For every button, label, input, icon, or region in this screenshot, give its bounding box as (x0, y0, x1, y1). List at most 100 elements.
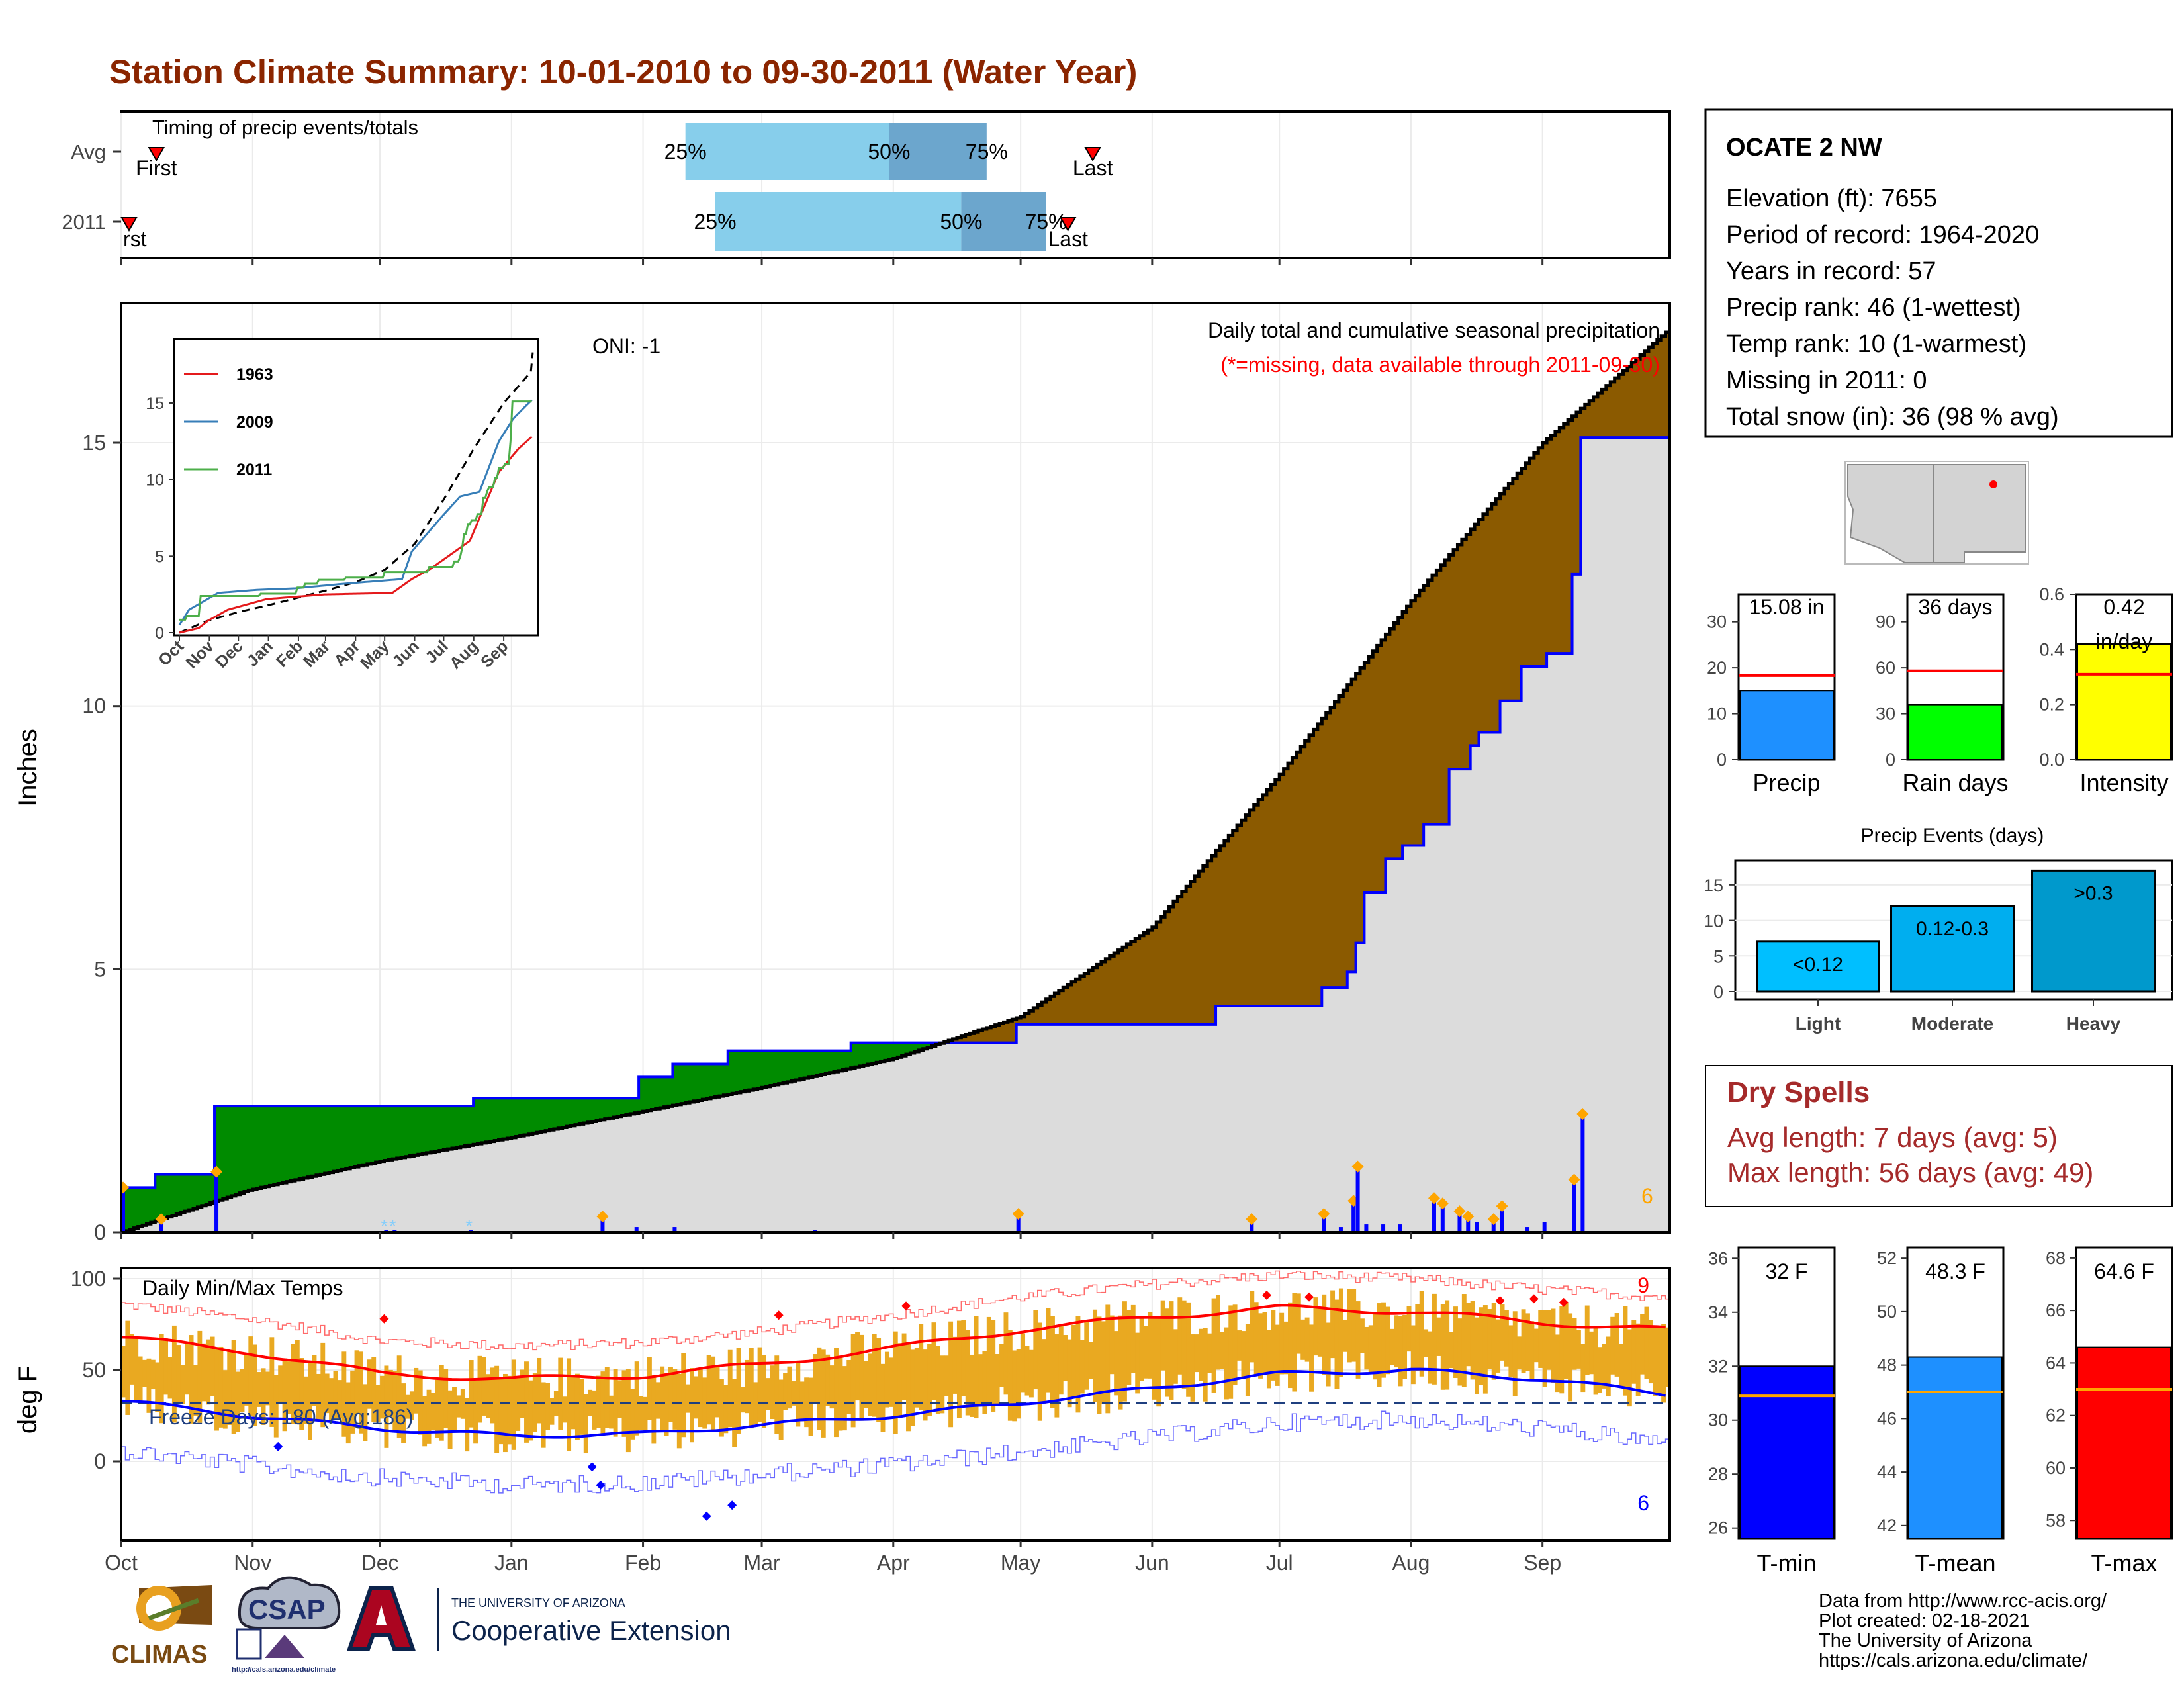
daily-temp-bar (1559, 1306, 1565, 1394)
daily-temp-bar (889, 1357, 894, 1407)
daily-temp-bar (502, 1373, 508, 1453)
month-label: Jan (494, 1551, 529, 1575)
daily-temp-bar (1139, 1318, 1144, 1381)
daily-temp-bar (1373, 1312, 1378, 1380)
daily-temp-bar (163, 1338, 169, 1395)
daily-temp-bar (1351, 1289, 1357, 1362)
daily-temp-bar (1584, 1305, 1590, 1375)
daily-temp-bar (600, 1371, 606, 1436)
daily-temp-bar (333, 1371, 338, 1418)
daily-temp-bar (753, 1382, 758, 1424)
record-low-marker (596, 1480, 606, 1490)
record-high-marker (1529, 1294, 1539, 1304)
summary-bars: 0 10 20 30 15.08 in Precip 0 30 60 90 36 days Rain … (1707, 584, 2173, 796)
daily-temp-bar (625, 1369, 631, 1453)
daily-temp-bar (868, 1353, 873, 1416)
tmax-bar-ytick-label: 62 (2046, 1406, 2066, 1426)
tmin-bar-label: T-min (1757, 1549, 1817, 1577)
daily-precip-bar (1500, 1206, 1504, 1232)
daily-temp-bar (312, 1355, 317, 1406)
inset-ytick-label: 15 (146, 394, 164, 413)
events-bar-label: >0.3 (2073, 882, 2113, 904)
daily-precip-bar (1351, 1201, 1356, 1232)
daily-temp-bar (1470, 1301, 1475, 1380)
tmean-bar-ytick-label: 42 (1877, 1516, 1897, 1535)
daily-temp-bar (345, 1382, 351, 1444)
daily-temp-bar (201, 1343, 206, 1402)
average-cumulative-line (121, 330, 1670, 1232)
intensity-bar-ytick-label: 0.0 (2039, 750, 2064, 770)
daily-temp-bar (965, 1330, 970, 1416)
avg-min-temp-line (121, 1367, 1666, 1439)
daily-precip-bar (1457, 1211, 1462, 1232)
events-bar (2031, 869, 2156, 993)
daily-temp-bar (821, 1349, 826, 1438)
precip-bar-label: Precip (1752, 769, 1820, 796)
info-snow: Total snow (in): 36 (98 % avg) (1726, 403, 2059, 431)
daily-temp-bar (171, 1325, 177, 1423)
daily-temp-bar (562, 1396, 567, 1423)
daily-temp-bar (1028, 1349, 1034, 1398)
record-high-marker (1495, 1296, 1505, 1306)
daily-precip-bar (121, 1187, 125, 1232)
daily-temp-bar (604, 1367, 610, 1428)
inset-ytick-label: 10 (146, 471, 164, 490)
daily-temp-bar (1253, 1302, 1259, 1376)
svg-text:CSAP: CSAP (248, 1594, 326, 1625)
avg-50-75-bar (889, 123, 987, 180)
daily-temp-bar (931, 1322, 936, 1400)
daily-temp-bar (231, 1340, 236, 1434)
record-high-marker (901, 1301, 911, 1311)
daily-temp-bar (643, 1396, 648, 1432)
inset-lines: 1963 2009 2011 (178, 352, 534, 634)
daily-temp-bar (545, 1383, 551, 1430)
daily-temp-bar (185, 1344, 190, 1395)
svg-text:Cooperative Extension: Cooperative Extension (451, 1615, 731, 1646)
daily-temp-bar (422, 1396, 428, 1447)
daily-temp-bar (923, 1349, 928, 1421)
daily-temp-bar (846, 1359, 852, 1414)
info-years: Years in record: 57 (1726, 257, 1936, 285)
daily-temp-bar (808, 1377, 813, 1436)
daily-temp-bar (1007, 1330, 1013, 1421)
daily-temp-bar (1627, 1329, 1632, 1407)
daily-temp-bar (1657, 1326, 1662, 1395)
daily-temp-bar (299, 1358, 304, 1430)
daily-temp-bar (1381, 1302, 1386, 1378)
daily-temp-bar (405, 1394, 410, 1419)
daily-temp-bar (180, 1365, 185, 1404)
daily-temp-bar (655, 1382, 660, 1419)
daily-temp-bar (1101, 1321, 1106, 1404)
daily-temp-bar (1538, 1310, 1543, 1368)
daily-temp-bar (927, 1344, 932, 1416)
daily-temp-bar (1317, 1306, 1322, 1357)
heavy-precip-marker (1012, 1208, 1024, 1220)
heavy-precip-marker (1428, 1192, 1440, 1205)
daily-temp-bar (1283, 1321, 1289, 1375)
daily-temp-bar (1050, 1316, 1055, 1408)
events-ytick-label: 5 (1713, 946, 1723, 966)
daily-temp-bar (1508, 1325, 1514, 1378)
precip-bar-ytick-label: 30 (1707, 612, 1727, 632)
precip-ytick-label: 10 (82, 694, 106, 718)
daily-temp-bar (1271, 1310, 1276, 1381)
tmin-bar-ytick-label: 28 (1708, 1464, 1728, 1484)
university-of-arizona-logo: THE UNIVERSITY OF ARIZONA Cooperative Ex… (346, 1586, 731, 1651)
daily-temp-bar (736, 1348, 741, 1434)
daily-temp-bar (1071, 1324, 1076, 1399)
heavy-precip-marker (1496, 1200, 1508, 1212)
rain-days-bar-ytick-label: 60 (1876, 658, 1895, 678)
daily-temp-bar (672, 1369, 678, 1430)
below-average-fill (121, 332, 1670, 1232)
daily-temp-bar (1453, 1306, 1458, 1378)
daily-temp-bar (935, 1346, 940, 1414)
inset-2011-line (179, 400, 532, 621)
snow-marker: * (381, 1216, 388, 1236)
daily-temp-bar (850, 1334, 856, 1428)
daily-temp-bar (375, 1385, 381, 1422)
daily-temp-bar (1016, 1349, 1021, 1419)
intensity-bar-ytick-label: 0.2 (2039, 695, 2064, 715)
daily-temp-bar (1237, 1330, 1242, 1361)
daily-temp-bar (1568, 1313, 1573, 1402)
